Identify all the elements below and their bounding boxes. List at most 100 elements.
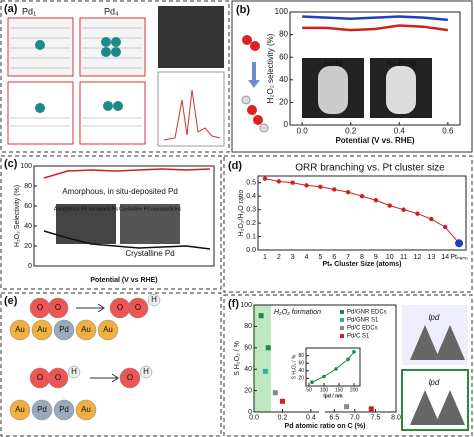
legend-swatch bbox=[340, 310, 344, 314]
data-point bbox=[304, 183, 309, 188]
structure-box bbox=[79, 81, 146, 145]
atom-label: O bbox=[37, 373, 43, 382]
y-tick-label: 0.2 bbox=[246, 220, 256, 227]
chart-title: ORR branching vs. Pt cluster size bbox=[295, 163, 445, 174]
y-tick-label: 0.4 bbox=[246, 193, 256, 200]
panel-b-frame bbox=[231, 0, 473, 153]
y-tick-label: 80 bbox=[244, 323, 252, 330]
y-tick-label: 60 bbox=[279, 52, 288, 61]
pd-atom bbox=[111, 37, 121, 47]
annotation: Crystalline Pd nanoparticles bbox=[119, 206, 181, 212]
annotation: Amorphous Pd nanoparticles bbox=[54, 206, 119, 212]
x-tick-label: 1 bbox=[263, 254, 267, 261]
y-tick-label: 40 bbox=[244, 366, 252, 373]
data-point bbox=[290, 180, 295, 185]
atom bbox=[97, 319, 119, 341]
h-atom bbox=[241, 95, 251, 105]
data-point bbox=[310, 380, 314, 385]
arrow bbox=[76, 303, 119, 383]
inset-bg bbox=[306, 348, 360, 386]
atom-label: O bbox=[55, 303, 61, 312]
atom bbox=[127, 297, 149, 319]
ft-curve bbox=[163, 89, 221, 141]
y-tick-label: 60 bbox=[298, 361, 304, 367]
data-point bbox=[373, 198, 379, 203]
x-tick-label: 0.6 bbox=[442, 127, 454, 136]
x-tick-label: 0.2 bbox=[278, 414, 288, 421]
y-tick-label: 0 bbox=[248, 409, 252, 416]
data-point bbox=[415, 211, 420, 216]
x-axis-label: Potential (V vs RHE) bbox=[90, 277, 157, 284]
data-point bbox=[346, 357, 350, 362]
h-atom bbox=[259, 123, 269, 133]
annotation: Amorphous, in situ-deposited Pd bbox=[62, 187, 178, 196]
data-point bbox=[401, 207, 406, 212]
data-point bbox=[272, 390, 278, 396]
formation-region bbox=[254, 305, 272, 412]
x-tick-label: 0.0 bbox=[297, 127, 309, 136]
x-tick-label: 11 bbox=[400, 254, 407, 261]
y-tick-label: 0 bbox=[28, 263, 32, 270]
pd-atom bbox=[103, 101, 113, 111]
atom bbox=[53, 319, 75, 341]
structure-box bbox=[79, 17, 146, 77]
x-axis-label: lpd / nm bbox=[323, 393, 343, 399]
legend-label: Pd/GNR EDCs bbox=[347, 310, 387, 316]
y-tick-label: 40 bbox=[24, 223, 32, 230]
data-point bbox=[387, 203, 392, 208]
x-tick-label: 4 bbox=[305, 254, 309, 261]
data-line bbox=[43, 230, 211, 250]
panel-c-frame bbox=[0, 155, 222, 290]
y-tick-label: 0.1 bbox=[246, 233, 256, 240]
panel-f-frame bbox=[223, 294, 473, 437]
data-point bbox=[368, 406, 374, 412]
atom-label: O bbox=[55, 373, 61, 382]
annotation: Au-Pt-Ni bbox=[386, 59, 416, 68]
y-tick-label: 60 bbox=[244, 345, 252, 352]
structure-label: Pd₁ bbox=[22, 6, 36, 16]
panel-label: (e) bbox=[4, 295, 18, 307]
x-tick-label: 150 bbox=[335, 387, 344, 393]
y-axis-label: H₂O₂ Selectivity (%) bbox=[14, 185, 21, 247]
y-tick-label: 100 bbox=[20, 163, 32, 170]
y-tick-label: 20 bbox=[279, 98, 288, 107]
atom bbox=[75, 319, 97, 341]
panel-b-art bbox=[241, 35, 269, 133]
panel-a-art bbox=[7, 6, 225, 147]
atom bbox=[67, 365, 81, 379]
atom-label: O bbox=[135, 303, 141, 312]
x-tick-label: Ptₙₐₙₒ bbox=[450, 254, 468, 261]
atom-label: H bbox=[151, 295, 157, 304]
atom bbox=[53, 399, 75, 421]
data-line bbox=[302, 15, 448, 22]
y-axis-label: H₂O₂/H₂O ratio bbox=[238, 190, 245, 237]
atom bbox=[9, 399, 31, 421]
data-line bbox=[302, 24, 449, 32]
x-tick-label: 0.2 bbox=[345, 127, 357, 136]
data-point bbox=[262, 368, 268, 374]
legend-label: Pd/C S1 bbox=[347, 334, 370, 340]
y-tick-label: 0.0 bbox=[246, 247, 256, 254]
x-tick-label: 7.5 bbox=[371, 414, 381, 421]
panel-e-art: O O O O H Au Au Pd Au Au O O H O H Au Pd Pd Au bbox=[9, 293, 161, 421]
inset-image bbox=[120, 204, 180, 244]
data-point bbox=[279, 398, 285, 404]
x-tick-label: 6 bbox=[332, 254, 336, 261]
atom bbox=[119, 367, 141, 389]
x-tick-label: 13 bbox=[427, 254, 435, 261]
atom bbox=[9, 319, 31, 341]
panel-label: (f) bbox=[228, 298, 239, 310]
pd-atom bbox=[101, 37, 111, 47]
y-tick-label: 80 bbox=[24, 183, 32, 190]
y-axis-label: S H₂O₂ / % bbox=[234, 341, 241, 376]
legend-label: Pd/GNR S1 bbox=[347, 318, 379, 324]
legend-label: Pd/C EDCs bbox=[347, 326, 378, 332]
atom-label: Au bbox=[103, 325, 113, 334]
data-point bbox=[318, 184, 323, 189]
cluster bbox=[410, 325, 465, 425]
o-atom bbox=[253, 115, 263, 125]
lpd-label: lpd bbox=[429, 378, 440, 387]
y-tick-label: 100 bbox=[275, 7, 289, 16]
atom-label: Au bbox=[81, 325, 91, 334]
atom bbox=[75, 399, 97, 421]
